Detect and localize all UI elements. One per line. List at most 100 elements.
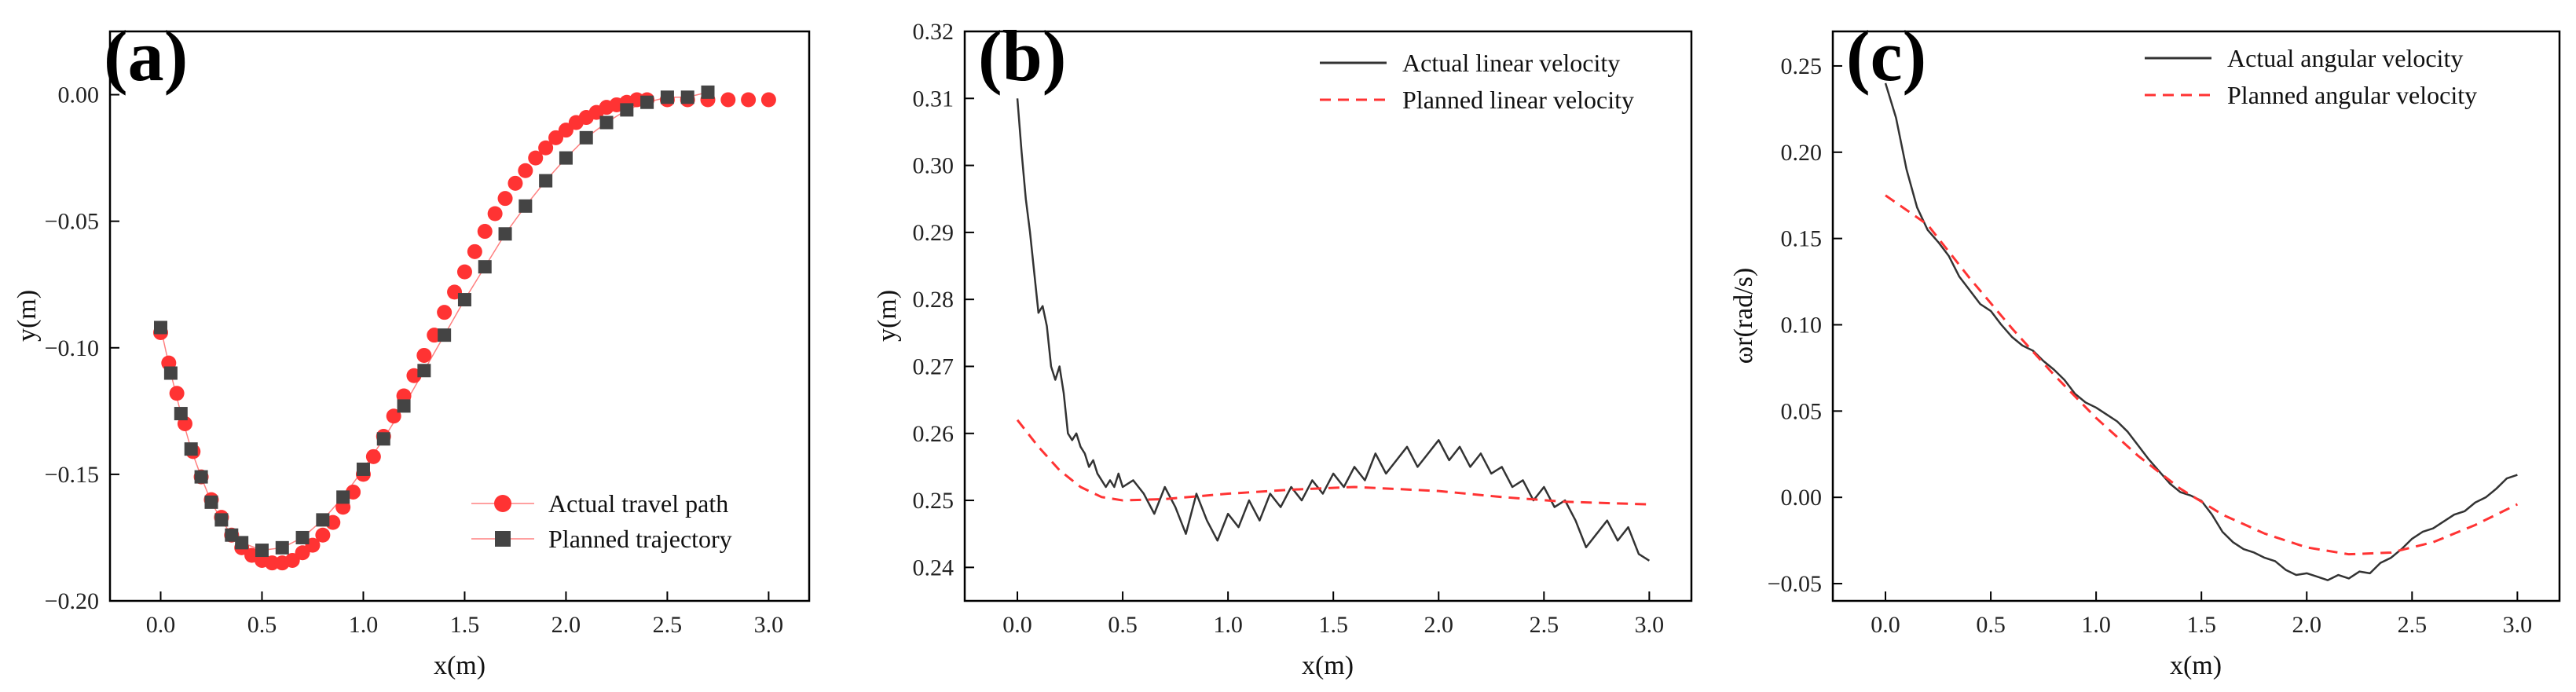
planned-trajectory-point [397, 399, 411, 413]
y-tick-label: 0.15 [1781, 226, 1823, 252]
y-tick-label: 0.24 [913, 555, 955, 580]
actual-path-point [437, 305, 453, 320]
y-axis-label: y(m) [873, 290, 902, 342]
y-tick-label: 0.31 [913, 86, 955, 112]
actual-series-line [1016, 98, 1651, 562]
actual-path-point [487, 206, 503, 222]
x-tick-label: 2.5 [2398, 612, 2428, 638]
legend-label-planned: Planned trajectory [548, 525, 732, 553]
planned-trajectory-point [204, 495, 218, 509]
actual-path-point [548, 130, 564, 145]
x-tick-labels: 0.0 0.5 1.0 1.5 2.0 2.5 3.0 [1871, 612, 2532, 638]
actual-path-point [416, 347, 432, 363]
legend: Actual travel path Planned trajectory [471, 489, 732, 553]
panel-b: 0.0 0.5 1.0 1.5 2.0 2.5 3.0 0.24 0.25 0.… [873, 16, 1693, 680]
actual-path-point [538, 140, 554, 156]
x-tick-label: 1.5 [450, 612, 480, 638]
x-tick-label: 3.0 [1635, 612, 1665, 638]
y-tick-label: 0.10 [1781, 312, 1823, 338]
y-tick-label: 0.05 [1781, 398, 1823, 424]
planned-trajectory-point [701, 85, 715, 99]
planned-trajectory-point [579, 130, 593, 145]
y-tick-label: −0.10 [45, 335, 99, 361]
y-axis-label: y(m) [13, 290, 42, 342]
y-tick-label: 0.26 [913, 421, 955, 447]
y-tick-label: 0.00 [1781, 485, 1823, 511]
legend: Actual linear velocity Planned linear ve… [1320, 49, 1634, 114]
panel-letter: (a) [104, 16, 188, 96]
planned-trajectory-point [336, 490, 350, 504]
actual-path-point [508, 175, 523, 191]
planned-trajectory-point [457, 293, 471, 307]
actual-path-point [497, 191, 513, 207]
legend-marker-circle [494, 495, 511, 512]
planned-trajectory-point [599, 115, 614, 130]
planned-trajectory-point [153, 320, 167, 335]
actual-path-point [315, 527, 331, 543]
planned-trajectory-line [159, 91, 709, 551]
planned-series-line [1016, 419, 1650, 506]
actual-path-point [284, 552, 300, 568]
x-tick-label: 1.5 [1318, 612, 1348, 638]
actual-path-point [467, 243, 482, 259]
x-tick-labels: 0.0 0.5 1.0 1.5 2.0 2.5 3.0 [146, 612, 783, 638]
y-tick-label: 0.28 [913, 287, 955, 313]
planned-trajectory-point [518, 199, 533, 213]
x-axis-label: x(m) [2170, 651, 2222, 680]
legend-label-actual: Actual travel path [548, 489, 728, 518]
y-tick-label: 0.32 [913, 19, 955, 45]
x-tick-label: 0.0 [1002, 612, 1032, 638]
x-tick-label: 0.0 [1871, 612, 1900, 638]
x-tick-label: 1.0 [2081, 612, 2111, 638]
planned-trajectory-point [356, 462, 370, 476]
legend-label-actual: Actual angular velocity [2227, 44, 2463, 72]
planned-trajectory-point [539, 174, 553, 188]
legend-label-actual: Actual linear velocity [1402, 49, 1620, 77]
x-tick-label: 0.5 [1976, 612, 2006, 638]
planned-series-line [1885, 194, 2519, 556]
planned-trajectory-point [478, 260, 492, 274]
plot-frame [963, 30, 1693, 602]
y-tick-label: 0.27 [913, 353, 955, 379]
y-tick-label: −0.05 [1768, 571, 1822, 597]
planned-trajectory-point [376, 432, 390, 446]
y-tick-labels: 0.24 0.25 0.26 0.27 0.28 0.29 0.30 0.31 … [913, 19, 955, 580]
y-tick-label: 0.00 [58, 82, 100, 108]
planned-trajectory-point [275, 540, 289, 555]
x-tick-label: 1.5 [2186, 612, 2216, 638]
actual-path-point [365, 449, 381, 464]
panel-letter: (c) [1846, 16, 1926, 96]
legend-label-planned: Planned linear velocity [1402, 86, 1634, 114]
planned-trajectory-point [316, 513, 330, 527]
tick-marks [1833, 64, 2519, 601]
planned-trajectory-point [255, 544, 269, 558]
tick-marks [965, 31, 1651, 601]
actual-path-point [456, 264, 472, 280]
y-tick-label: 0.20 [1781, 140, 1823, 166]
x-tick-label: 3.0 [754, 612, 784, 638]
actual-path-point [477, 224, 493, 240]
x-tick-label: 3.0 [2503, 612, 2533, 638]
planned-trajectory-point [225, 528, 239, 542]
y-tick-labels: −0.05 0.00 0.05 0.10 0.15 0.20 0.25 [1768, 53, 1822, 597]
planned-trajectory-point [295, 530, 310, 544]
y-tick-label: −0.20 [45, 588, 99, 614]
x-tick-label: 0.5 [247, 612, 277, 638]
y-tick-label: 0.25 [1781, 53, 1823, 79]
x-tick-label: 1.0 [349, 612, 379, 638]
x-axis-label: x(m) [434, 651, 486, 680]
x-tick-label: 2.0 [1424, 612, 1454, 638]
x-tick-labels: 0.0 0.5 1.0 1.5 2.0 2.5 3.0 [1002, 612, 1664, 638]
legend-marker-square [495, 531, 511, 547]
plot-frame [1831, 30, 2561, 602]
series-layer [1884, 82, 2519, 581]
planned-trajectory-point [498, 227, 512, 241]
actual-path-point [558, 123, 573, 138]
legend: Actual angular velocity Planned angular … [2145, 44, 2477, 109]
planned-trajectory-point [174, 407, 188, 421]
x-tick-label: 1.0 [1213, 612, 1243, 638]
legend-label-planned: Planned angular velocity [2227, 81, 2477, 109]
x-tick-label: 2.0 [2292, 612, 2322, 638]
